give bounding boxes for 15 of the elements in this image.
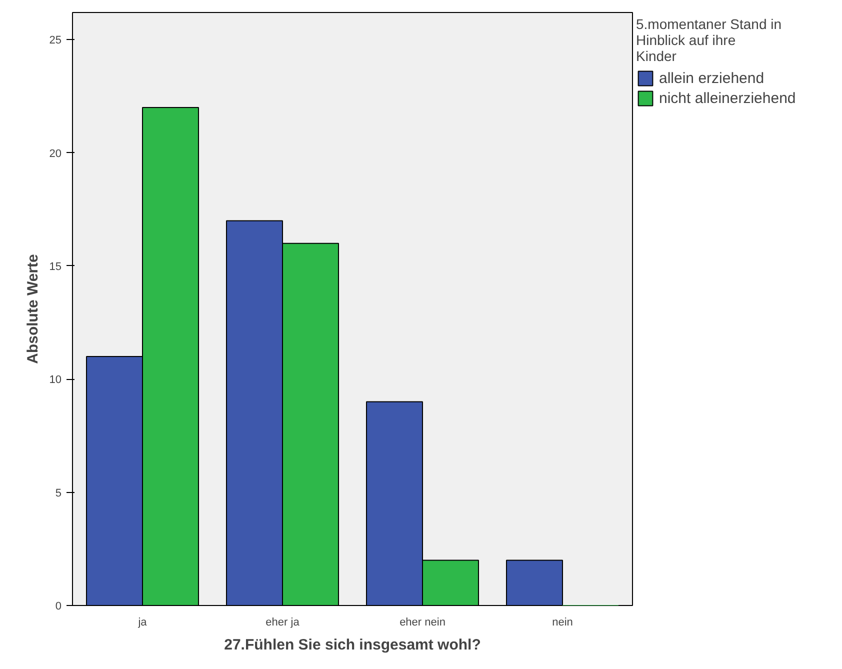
y-tick-label: 0 <box>55 600 62 612</box>
x-axis-title: 27.Fühlen Sie sich insgesamt wohl? <box>224 636 481 654</box>
legend-label: nicht alleinerziehend <box>659 89 796 107</box>
y-tick-label: 20 <box>49 148 62 160</box>
x-tick-label: eher ja <box>266 616 300 628</box>
x-tick-label: eher nein <box>400 616 446 628</box>
y-axis-title: Absolute Werte <box>24 254 42 364</box>
legend-title: 5.momentaner Stand in Hinblick auf ihre Kinder <box>636 16 783 64</box>
y-tick-label: 25 <box>49 34 62 47</box>
legend-label: allein erziehend <box>659 69 764 87</box>
y-tick-label: 5 <box>55 487 62 500</box>
x-tick-label: nein <box>552 616 573 628</box>
y-tick-label: 15 <box>49 260 62 273</box>
x-tick-label: ja <box>137 616 148 628</box>
y-tick-label: 10 <box>49 374 62 386</box>
